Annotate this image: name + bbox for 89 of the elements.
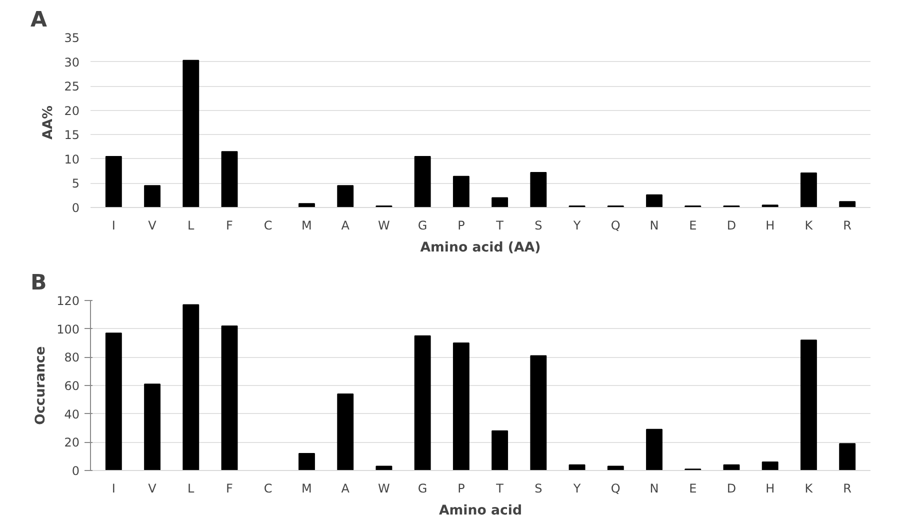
y-tick-label: 10 [64,152,80,166]
bar [298,453,315,470]
x-tick-label: D [726,482,736,496]
x-tick-label: S [534,218,542,232]
bar [646,428,662,470]
bar [337,185,354,208]
bar [646,194,662,208]
x-tick-label: A [341,482,350,496]
x-tick-label: W [378,218,390,232]
x-tick-label: H [766,482,775,496]
bar [492,430,508,470]
x-tick-label: F [226,218,234,232]
x-tick-label: P [458,482,465,496]
y-tick-label: 20 [64,104,80,118]
x-tick-label: C [264,482,272,496]
x-tick-label: P [458,218,465,232]
bar [221,151,238,208]
bar [182,304,200,470]
x-tick-label: F [226,482,234,496]
x-tick-label: G [418,482,428,496]
x-tick-label: H [766,218,775,232]
x-tick-label: V [148,482,158,496]
bar [762,462,778,470]
x-tick-label: N [650,218,659,232]
x-tick-label: K [804,218,814,232]
bar [144,384,161,470]
x-tick-label: G [418,218,428,232]
chart-title: B [30,270,47,296]
bar [105,332,122,470]
y-tick-label: 30 [64,55,80,70]
bar [530,172,547,208]
x-tick-label: R [843,482,852,496]
x-tick-label: E [689,218,697,232]
x-tick-label: W [378,482,390,496]
bar [530,355,547,470]
x-tick-label: T [495,482,504,496]
x-tick-label: L [188,482,195,496]
x-tick-label: D [726,218,736,232]
y-tick-label: 5 [72,176,80,191]
x-tick-label: K [804,482,814,496]
bar [452,176,470,208]
bar [182,60,200,208]
y-axis-title: Occurance [34,346,49,425]
bar [839,443,856,470]
x-tick-label: M [302,218,312,232]
x-tick-label: R [843,218,852,232]
y-tick-label: 0 [72,464,80,478]
y-tick-label: 0 [72,201,80,215]
x-tick-label: V [148,218,158,232]
bar [337,394,354,470]
bar [568,464,586,470]
y-tick-label: 40 [64,407,80,422]
x-tick-label: Q [610,218,620,232]
y-tick-label: 60 [64,379,80,393]
bar [800,172,817,208]
y-tick-label: 35 [64,31,80,45]
x-tick-label: S [534,482,542,496]
y-tick-label: 120 [56,294,80,308]
y-tick-label: 100 [56,322,80,336]
bar [839,201,856,208]
x-axis-title: Amino acid [438,504,522,518]
bar [298,203,315,208]
y-tick-label: 20 [64,436,80,450]
x-tick-label: I [112,218,116,232]
bar [144,185,161,208]
x-tick-label: Q [610,482,620,496]
bar [414,335,431,470]
bar [105,156,122,208]
x-tick-label: A [341,218,350,232]
bar [221,326,238,470]
x-tick-label: L [188,218,195,232]
x-tick-label: M [302,482,312,496]
x-tick-label: N [650,482,659,496]
x-tick-label: I [112,482,116,496]
chart-title: A [30,8,48,32]
x-tick-label: C [264,218,272,232]
x-tick-label: T [495,218,504,232]
bar [800,340,817,470]
x-tick-label: Y [572,482,582,496]
y-axis-title: AA% [41,106,56,140]
x-axis-title: Amino acid (AA) [420,240,541,256]
x-tick-label: E [689,482,697,496]
y-tick-label: 80 [64,350,80,365]
y-tick-label: 15 [64,128,80,142]
bar [492,197,508,208]
y-tick-label: 25 [64,80,80,94]
x-tick-label: Y [572,218,582,232]
bar [414,156,431,208]
bar [452,342,470,470]
